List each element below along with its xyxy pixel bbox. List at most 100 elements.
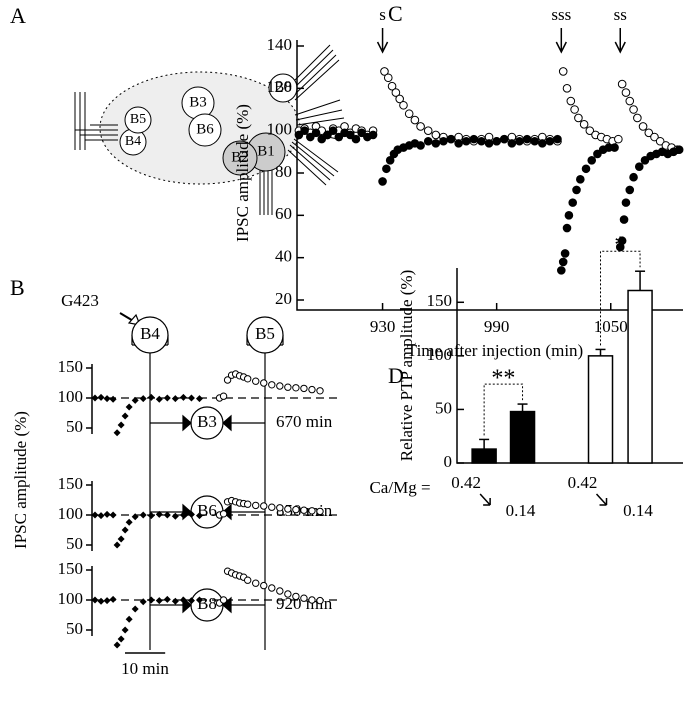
- data-point: [294, 130, 304, 140]
- data-point: [171, 597, 179, 605]
- x-tick-label: 1050: [594, 317, 628, 336]
- y-tick-label: 0: [444, 452, 453, 471]
- neuron-label: B6: [196, 121, 214, 137]
- data-point: [103, 510, 111, 518]
- data-point: [179, 393, 187, 401]
- data-point: [560, 249, 570, 258]
- annotation: ss: [614, 5, 627, 24]
- scale-bar-label: 10 min: [121, 659, 169, 678]
- data-point: [558, 67, 568, 76]
- data-point: [564, 211, 574, 220]
- neuron-label: B3: [197, 412, 217, 431]
- arrow: [479, 493, 491, 506]
- data-point: [195, 596, 203, 604]
- data-point: [171, 512, 179, 520]
- data-point: [117, 421, 125, 429]
- data-point: [492, 136, 501, 146]
- data-point: [395, 94, 404, 104]
- data-point: [306, 132, 315, 142]
- data-point: [109, 511, 117, 519]
- data-point: [171, 395, 179, 403]
- data-point: [391, 88, 401, 97]
- data-point: [179, 511, 187, 519]
- data-point: [260, 379, 268, 387]
- arrow: [376, 28, 389, 54]
- annotation: sss: [551, 5, 571, 24]
- arrow: [595, 493, 608, 506]
- significance-bracket: [600, 250, 641, 346]
- data-point: [317, 134, 327, 144]
- axis: [296, 40, 683, 311]
- data-point: [650, 132, 659, 142]
- data-point: [566, 96, 576, 106]
- data-point: [423, 126, 433, 135]
- data-point: [292, 384, 300, 392]
- data-point: [103, 597, 111, 605]
- data-point: [117, 635, 125, 643]
- data-point: [316, 387, 324, 395]
- arrow: [614, 28, 626, 54]
- data-point: [572, 185, 581, 195]
- data-point: [155, 510, 163, 518]
- y-tick-label: 60: [275, 204, 292, 223]
- y-tick-label: 150: [58, 559, 84, 578]
- data-point: [638, 122, 648, 131]
- data-point: [610, 143, 619, 152]
- data-point: [155, 395, 163, 403]
- neuron-label: B5: [255, 324, 275, 343]
- data-point: [633, 113, 642, 123]
- data-point: [431, 139, 441, 148]
- y-tick-label: 20: [275, 289, 292, 308]
- data-point: [292, 505, 300, 514]
- y-tick-label: 100: [58, 387, 84, 406]
- data-point: [446, 134, 456, 144]
- y-tick-label: 100: [58, 504, 84, 523]
- data-point: [308, 385, 316, 394]
- y-axis-label: Relative PTP amplitude (%): [397, 270, 416, 462]
- data-point: [195, 512, 203, 520]
- data-point: [568, 198, 578, 207]
- data-point: [537, 139, 547, 148]
- data-point: [621, 198, 631, 207]
- data-point: [292, 592, 300, 601]
- bar: [471, 448, 497, 464]
- data-point: [404, 109, 414, 119]
- data-point: [621, 88, 631, 97]
- data-point: [121, 626, 129, 634]
- data-point: [113, 429, 121, 437]
- data-point: [357, 128, 366, 138]
- data-point: [187, 394, 195, 402]
- data-point: [328, 126, 338, 135]
- data-point: [91, 596, 99, 604]
- neuron-label: B4: [125, 134, 141, 149]
- data-point: [125, 403, 133, 411]
- data-point: [617, 79, 627, 89]
- data-point: [163, 394, 171, 402]
- data-point: [477, 136, 486, 146]
- y-tick-label: 150: [427, 291, 453, 310]
- data-point: [553, 134, 562, 144]
- data-point: [223, 376, 232, 384]
- significance-label: *: [614, 233, 626, 259]
- data-point: [276, 587, 284, 595]
- data-point: [382, 164, 391, 174]
- data-point: [252, 377, 260, 385]
- y-tick-label: 50: [435, 398, 452, 417]
- data-point: [585, 126, 595, 135]
- y-tick-label: 40: [275, 247, 292, 266]
- neuron-label: B5: [130, 112, 146, 127]
- data-point: [131, 605, 139, 613]
- data-point: [260, 581, 268, 590]
- data-point: [284, 590, 292, 598]
- annotation: s: [379, 5, 386, 24]
- data-point: [655, 136, 665, 146]
- data-point: [268, 584, 276, 592]
- data-point: [243, 375, 252, 383]
- bar: [627, 289, 653, 464]
- data-point: [562, 84, 572, 93]
- data-point: [131, 513, 139, 521]
- data-point: [113, 541, 121, 549]
- data-point: [562, 223, 572, 233]
- data-point: [284, 383, 292, 391]
